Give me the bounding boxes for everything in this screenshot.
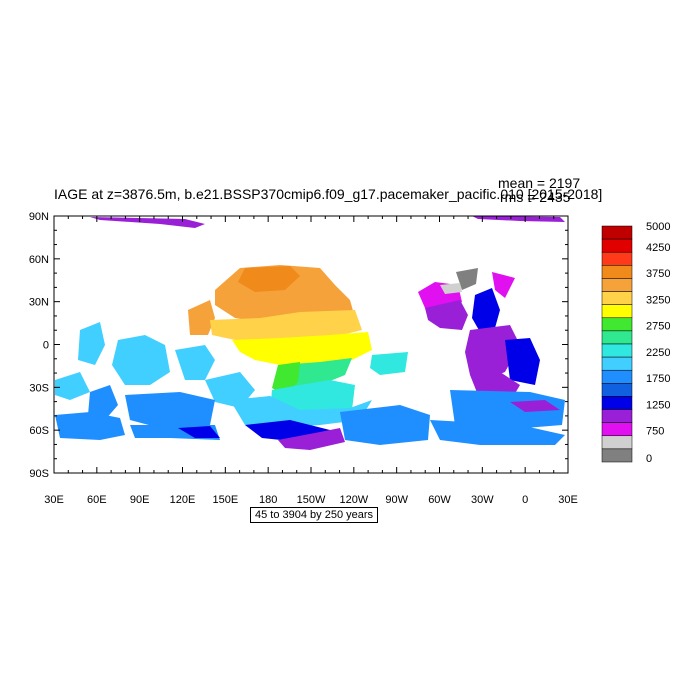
- colorbar-swatch: [601, 448, 633, 463]
- colorbar-swatch: [601, 278, 633, 292]
- lat-tick-label: 90S: [29, 468, 49, 480]
- south-pacific-sky: [230, 396, 372, 428]
- west-pacific-orange: [188, 300, 215, 335]
- lat-tick-label: 30S: [29, 382, 49, 394]
- colorbar-label: 0: [646, 453, 652, 465]
- mean-stat: mean = 2197: [498, 175, 581, 191]
- colorbar-swatch: [601, 356, 633, 371]
- east-atlantic-magenta: [492, 272, 515, 298]
- equatorial-atlantic-purple: [465, 325, 520, 380]
- colorbar-swatch: [601, 369, 633, 384]
- lat-tick-label: 60N: [29, 254, 49, 266]
- weddell-purple: [510, 400, 560, 412]
- greenland-gray: [456, 268, 478, 290]
- lon-tick-label: 30W: [471, 494, 494, 506]
- lon-tick-label: 90E: [130, 494, 150, 506]
- colorbar-label: 3250: [646, 294, 670, 306]
- lon-tick-label: 180: [259, 494, 277, 506]
- colorbar-swatch: [601, 251, 633, 266]
- central-indian-sky: [112, 335, 170, 385]
- west-indian-sky: [78, 322, 105, 365]
- colorbar-swatch: [601, 396, 633, 410]
- colorbar-label: 2250: [646, 347, 670, 359]
- central-pacific-gold: [210, 310, 362, 340]
- colorbar-label: 1250: [646, 399, 670, 411]
- southern-azure-mid: [125, 392, 215, 428]
- indian-sky-south: [55, 372, 90, 400]
- colorbar-swatch: [601, 422, 633, 437]
- range-label: 45 to 3904 by 250 years: [250, 507, 379, 523]
- indonesian-sky: [175, 345, 215, 380]
- lon-tick-label: 30E: [558, 494, 578, 506]
- se-pacific-cyan: [370, 352, 408, 375]
- plot-title: IAGE at z=3876.5m, b.e21.BSSP370cmip6.f0…: [54, 186, 603, 202]
- lat-tick-label: 90N: [29, 211, 49, 223]
- lat-tick-label: 30N: [29, 297, 49, 309]
- southern-azure-east: [340, 405, 430, 445]
- lon-tick-label: 150W: [297, 494, 326, 506]
- longitude-axis: 30E 60E 90E 120E 150E 180 150W 120W 90W 60W 30W 0 30…: [44, 216, 578, 506]
- colorbar-label: 4250: [646, 242, 670, 254]
- equatorial-pacific-yellow: [232, 332, 372, 365]
- lon-tick-label: 120E: [170, 494, 196, 506]
- iage-field: [55, 216, 565, 450]
- north-pacific-dark-orange: [238, 266, 300, 292]
- colorbar-swatch: [601, 343, 633, 358]
- lon-tick-label: 60E: [87, 494, 107, 506]
- colorbar-swatch: [601, 330, 633, 345]
- colorbar-swatch: [601, 304, 633, 319]
- arctic-strip-east: [472, 216, 565, 222]
- lon-tick-label: 60W: [428, 494, 451, 506]
- indian-azure: [88, 385, 118, 420]
- colorbar-label: 1750: [646, 373, 670, 385]
- lon-tick-label: 90W: [385, 494, 408, 506]
- lat-tick-label: 0: [43, 340, 49, 352]
- colorbar-swatch: [601, 265, 633, 279]
- colorbar-swatch: [601, 291, 633, 305]
- arctic-strip-west: [90, 217, 205, 228]
- colorbar-label: 3750: [646, 268, 670, 280]
- colorbar-swatch: [601, 435, 633, 450]
- colorbar-label: 2750: [646, 321, 670, 333]
- colorbar-swatch: [601, 383, 633, 397]
- lat-tick-label: 60S: [29, 425, 49, 437]
- se-atlantic-blue: [505, 338, 540, 385]
- colorbar: 5000 4250 3750 3250 2750 2250 1750 1250 750 0: [601, 221, 670, 465]
- atlantic-dark-blue: [472, 288, 500, 332]
- indian-south-blue: [178, 426, 220, 438]
- colorbar-swatch: [601, 409, 633, 423]
- latitude-axis: 90N 60N 30N 0 30S 60S 90S: [29, 211, 568, 480]
- lon-tick-label: 150E: [212, 494, 238, 506]
- nordic-lightgray: [440, 283, 462, 294]
- lon-tick-label: 30E: [44, 494, 64, 506]
- colorbar-swatch: [601, 317, 633, 332]
- south-atlantic-azure: [450, 390, 565, 430]
- colorbar-label: 5000: [646, 221, 670, 233]
- southern-azure-west: [55, 412, 125, 440]
- south-pacific-bright-green: [272, 362, 300, 395]
- colorbar-swatch: [601, 225, 633, 240]
- north-atlantic-purple: [425, 300, 468, 330]
- colorbar-label: 750: [646, 426, 664, 438]
- lon-tick-label: 0: [522, 494, 528, 506]
- antarctic-purple: [278, 428, 345, 450]
- lon-tick-label: 120W: [339, 494, 368, 506]
- rms-stat: rms = 2435: [500, 189, 571, 205]
- colorbar-swatch: [601, 238, 633, 253]
- weddell-azure: [430, 420, 565, 445]
